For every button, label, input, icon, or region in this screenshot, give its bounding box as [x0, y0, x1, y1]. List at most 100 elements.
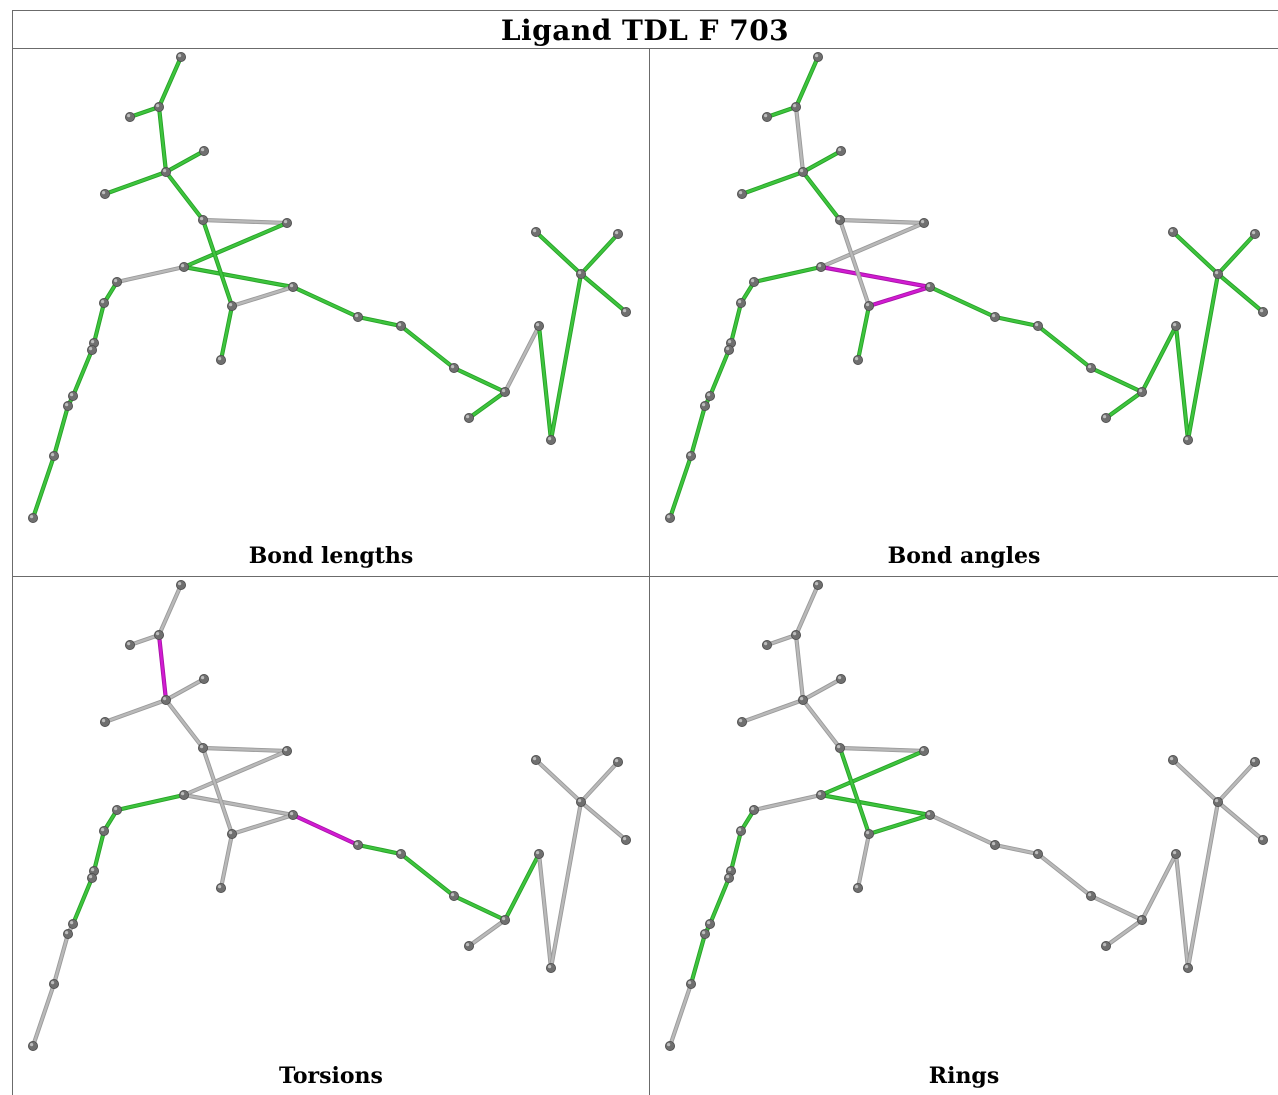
atom-highlight: [578, 799, 582, 803]
atom-highlight: [181, 792, 185, 796]
bond-a9-a10-neutral: [230, 813, 295, 836]
bond-a15-a16-ok: [503, 852, 541, 922]
bond-a24-a25-ok: [729, 301, 743, 345]
bond-a29-a30-neutral: [668, 982, 693, 1048]
atom-a1: [790, 630, 801, 641]
atom-a13: [1032, 848, 1043, 859]
bond-a3-a5-neutral: [103, 698, 168, 724]
atom-highlight: [398, 323, 402, 327]
atom-highlight: [837, 745, 841, 749]
bond-a3-a4-ok: [164, 149, 206, 174]
bond-a14-a15-neutral: [1089, 894, 1144, 922]
bond-a29-a30-ok: [31, 454, 56, 520]
atom-highlight: [89, 347, 93, 351]
bond-a18-a19-neutral: [549, 800, 583, 970]
atom-a14: [1085, 362, 1096, 373]
bond-a12-a13-neutral: [993, 843, 1040, 856]
atom-highlight: [818, 792, 822, 796]
bond-a9-a10-ok: [867, 813, 932, 836]
bond-a1-a3-neutral: [794, 105, 805, 174]
bond-a19-a21-neutral: [579, 760, 620, 804]
atom-highlight: [838, 148, 842, 152]
atom-a16: [534, 320, 545, 331]
atom-highlight: [764, 642, 768, 646]
atom-highlight: [163, 697, 167, 701]
atom-a29: [686, 450, 697, 461]
atom-highlight: [800, 697, 804, 701]
atom-a14: [448, 362, 459, 373]
atom-highlight: [114, 279, 118, 283]
atom-highlight: [702, 403, 706, 407]
atom-a24: [736, 297, 747, 308]
atom-a6: [834, 742, 845, 753]
bond-a12-a13-ok: [356, 843, 403, 856]
atom-highlight: [181, 264, 185, 268]
atom-highlight: [707, 393, 711, 397]
atom-a14: [1085, 890, 1096, 901]
atom-a16: [534, 848, 545, 859]
atom-a30: [664, 1040, 675, 1051]
bond-a24-a25-ok: [729, 829, 743, 873]
bond-a7-a8-ok: [182, 221, 289, 269]
bond-a13-a14-neutral: [1036, 852, 1093, 898]
atom-highlight: [992, 842, 996, 846]
bond-a19-a21-ok: [579, 232, 620, 276]
bond-a16-a18-ok: [1174, 324, 1190, 442]
atom-highlight: [70, 393, 74, 397]
bond-a9-a10-neutral: [230, 285, 295, 308]
bond-a1-a2-ok: [128, 105, 161, 119]
bond-a1-a3-ok: [157, 105, 168, 174]
bond-a6-a7-neutral: [201, 746, 289, 753]
atom-highlight: [156, 104, 160, 108]
atom-highlight: [451, 893, 455, 897]
atom-a23: [112, 804, 123, 815]
panel-torsions: Torsions: [13, 577, 649, 1095]
panel-caption-torsions: Torsions: [279, 1063, 383, 1089]
bond-a10-a6-neutral: [201, 746, 234, 836]
atom-highlight: [578, 271, 582, 275]
atom-highlight: [793, 104, 797, 108]
atom-a5: [100, 188, 111, 199]
atom-highlight: [855, 885, 859, 889]
atom-a27: [705, 918, 716, 929]
atom-highlight: [101, 300, 105, 304]
atom-a19: [576, 268, 587, 279]
atom-highlight: [201, 676, 205, 680]
atom-a23: [749, 804, 760, 815]
bond-a19-a22-ok: [1216, 272, 1265, 314]
bond-a15-a17-ok: [1104, 390, 1144, 420]
atom-a21: [1250, 756, 1261, 767]
atom-a9: [287, 809, 298, 820]
molecule-view-rings: [664, 580, 1269, 1051]
atom-a28: [700, 928, 711, 939]
atom-a17: [463, 940, 474, 951]
atoms-bond-angles: [664, 52, 1269, 523]
atom-highlight: [667, 515, 671, 519]
atom-a20: [531, 754, 542, 765]
atom-highlight: [1215, 271, 1219, 275]
atom-highlight: [127, 114, 131, 118]
atom-a15: [499, 386, 510, 397]
bond-a13-a14-ok: [1036, 324, 1093, 370]
atom-a21: [613, 228, 624, 239]
bond-a10-a6-ok: [838, 746, 871, 836]
atom-a4: [835, 146, 846, 157]
atom-a8: [815, 261, 826, 272]
atom-a26: [87, 344, 98, 355]
atom-a15: [1136, 386, 1147, 397]
atom-highlight: [548, 965, 552, 969]
atom-highlight: [284, 748, 288, 752]
atom-a28: [63, 928, 74, 939]
atom-a13: [1032, 320, 1043, 331]
atom-a17: [1100, 412, 1111, 423]
atom-highlight: [355, 842, 359, 846]
atom-a1: [153, 102, 164, 113]
bond-a8-a23-ok: [752, 265, 823, 284]
atom-a15: [499, 914, 510, 925]
bond-a18-a19-ok: [549, 272, 583, 442]
atom-a15: [1136, 914, 1147, 925]
bond-a19-a22-neutral: [579, 800, 628, 842]
bond-a8-a9-ok: [819, 793, 932, 817]
atom-highlight: [502, 917, 506, 921]
